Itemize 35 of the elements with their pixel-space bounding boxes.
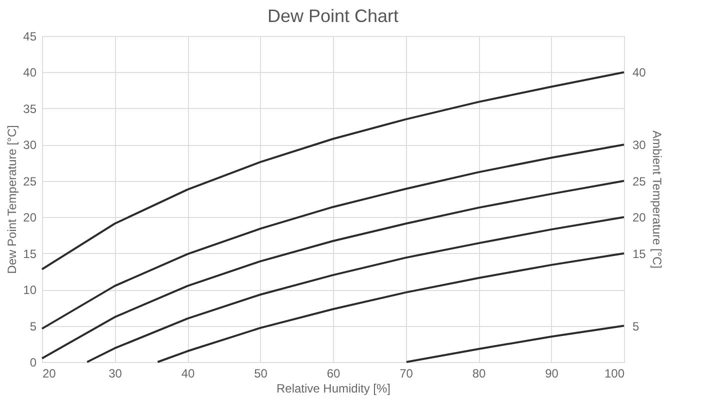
y2-tick-label: 5 [632, 319, 640, 334]
line-series [41, 71, 625, 270]
y-tick-label: 45 [23, 30, 37, 44]
y2-tick-label: 25 [632, 174, 646, 188]
x-axis-title: Relative Humidity [%] [276, 382, 391, 396]
y-tick-label: 25 [23, 174, 37, 188]
x-tick-label: 60 [326, 366, 340, 380]
y-axis-title: Dew Point Temperature [°C] [5, 125, 20, 274]
y2-tick-label: 40 [632, 66, 646, 80]
y-tick-label: 15 [23, 246, 37, 261]
y2-tick-label: 20 [632, 210, 646, 225]
x-tick-label: 70 [400, 366, 414, 380]
y-tick-label: 35 [23, 102, 37, 116]
x-tick-label: 50 [254, 366, 268, 380]
x-tick-label: 100 [604, 366, 625, 380]
y2-axis-title: Ambient Temperature [°C] [650, 130, 664, 268]
line-series [405, 324, 625, 363]
line-series [41, 180, 625, 360]
y-tick-label: 40 [23, 66, 37, 80]
x-tick-label: 40 [181, 366, 195, 380]
y-tick-label: 10 [23, 283, 37, 298]
x-tick-label: 90 [545, 366, 559, 380]
y2-tick-label: 30 [632, 138, 646, 152]
y-tick-label: 20 [23, 210, 37, 225]
chart-title: Dew Point Chart [267, 6, 399, 26]
line-series [156, 252, 625, 363]
y-tick-label: 5 [30, 319, 37, 334]
y-tick-label: 0 [30, 356, 37, 370]
line-series [86, 216, 625, 363]
y-tick-label: 30 [23, 138, 37, 152]
line-series [41, 144, 625, 330]
x-tick-label: 80 [472, 366, 486, 380]
x-tick-label: 20 [42, 366, 56, 380]
y2-tick-label: 15 [632, 246, 646, 261]
x-tick-label: 30 [108, 366, 122, 380]
